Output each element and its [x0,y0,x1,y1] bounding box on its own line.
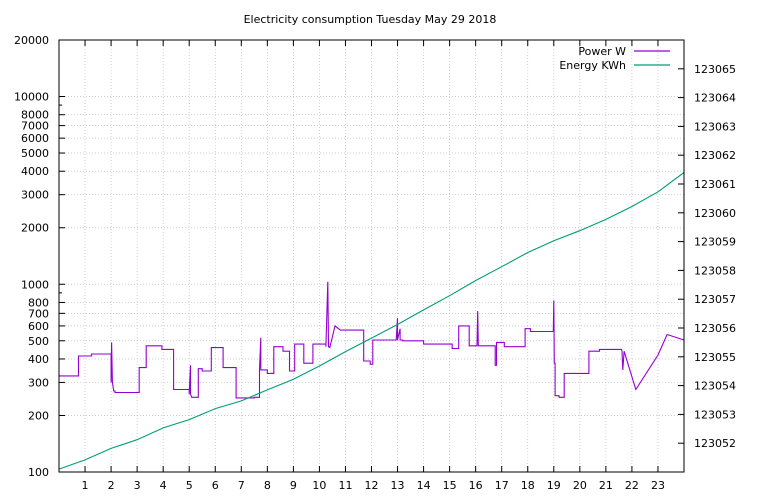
plot-frame [58,39,685,473]
left-tick-label: 500 [28,335,49,348]
left-tick-label: 1000 [21,278,49,291]
left-tick-label: 5000 [21,147,49,160]
x-tick-label: 22 [625,479,639,492]
left-tick-label: 800 [28,296,49,309]
x-axis: 1 2 3 4 5 6 7 8 9 10 11 12 13 14 15 16 17 18 19 20 21 22 23 [82,40,665,492]
x-tick-label: 18 [521,479,535,492]
x-tick-label: 14 [417,479,431,492]
x-tick-label: 17 [495,479,509,492]
right-tick-label: 123053 [694,408,736,421]
x-tick-label: 1 [82,479,89,492]
x-tick-label: 8 [264,479,271,492]
legend: Power W Energy KWh [559,45,670,72]
x-tick-label: 6 [212,479,219,492]
left-tick-label: 20000 [14,34,49,47]
left-tick-label: 8000 [21,109,49,122]
x-tick-label: 7 [238,479,245,492]
right-tick-label: 123056 [694,322,736,335]
grid [59,40,684,472]
left-tick-label: 7000 [21,120,49,133]
right-axis: 123052 123053 123054 123055 123056 123057 1230… [678,63,736,450]
left-tick-label: 100 [28,466,49,479]
left-tick-label: 200 [28,409,49,422]
x-tick-label: 21 [599,479,613,492]
left-tick-label: 600 [28,320,49,333]
right-tick-label: 123054 [694,380,736,393]
left-tick-label: 10000 [14,91,49,104]
right-tick-label: 123059 [694,236,736,249]
right-tick-label: 123064 [694,92,736,105]
x-tick-label: 20 [573,479,587,492]
right-tick-label: 123060 [694,207,736,220]
right-tick-label: 123063 [694,120,736,133]
x-tick-label: 3 [134,479,141,492]
right-tick-label: 123055 [694,351,736,364]
plot-area [58,172,685,470]
x-tick-label: 19 [547,479,561,492]
left-tick-label: 700 [28,307,49,320]
x-tick-label: 16 [469,479,483,492]
x-tick-label: 4 [160,479,167,492]
x-tick-label: 10 [312,479,326,492]
x-tick-label: 11 [338,479,352,492]
left-tick-label: 4000 [21,165,49,178]
left-tick-label: 3000 [21,189,49,202]
right-tick-label: 123061 [694,178,736,191]
x-tick-label: 9 [290,479,297,492]
right-tick-label: 123052 [694,437,736,450]
right-tick-label: 123065 [694,63,736,76]
left-tick-label: 2000 [21,222,49,235]
x-tick-label: 15 [443,479,457,492]
x-tick-label: 12 [365,479,379,492]
left-tick-label: 300 [28,376,49,389]
legend-label-energy: Energy KWh [559,59,626,72]
left-tick-label: 400 [28,353,49,366]
x-tick-label: 23 [651,479,665,492]
right-tick-label: 123058 [694,264,736,277]
x-tick-label: 5 [186,479,193,492]
series-line-power [59,281,685,399]
series-line-energy [58,172,685,470]
right-tick-label: 123062 [694,149,736,162]
x-tick-label: 13 [391,479,405,492]
left-tick-label: 6000 [21,132,49,145]
chart-title: Electricity consumption Tuesday May 29 2… [244,13,497,26]
legend-label-power: Power W [578,45,626,58]
right-tick-label: 123057 [694,293,736,306]
x-tick-label: 2 [108,479,115,492]
